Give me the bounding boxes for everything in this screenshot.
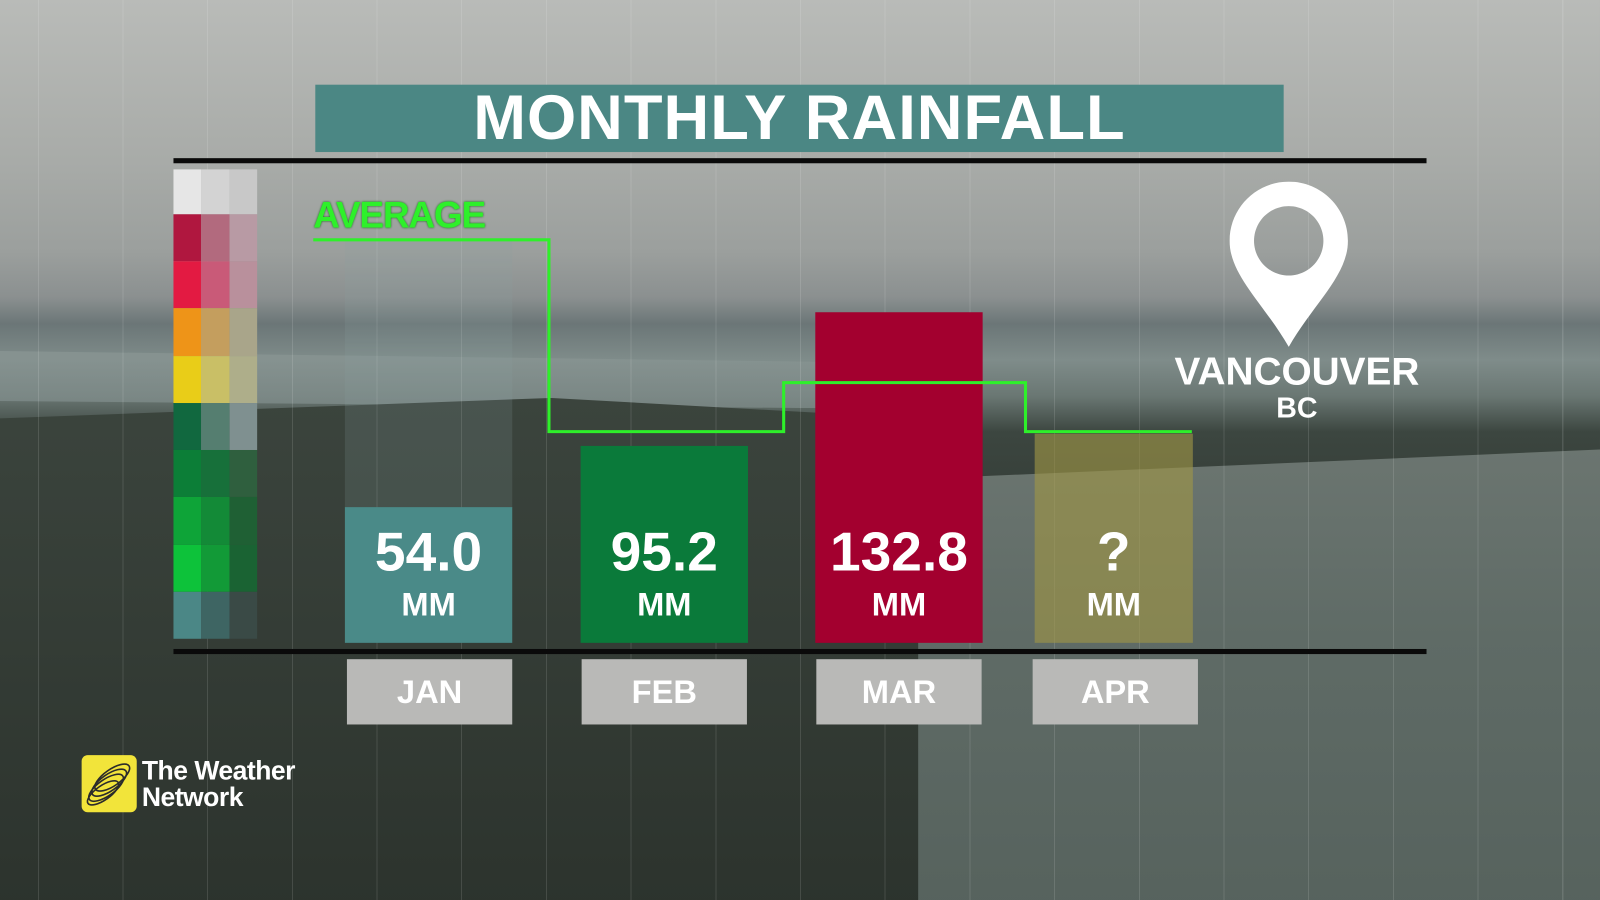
month-text: JAN [396, 672, 463, 710]
legend-swatch [229, 308, 258, 356]
legend-swatch [173, 402, 202, 451]
bar-mar: 132.8 MM [815, 312, 983, 643]
legend-swatch [229, 497, 258, 545]
legend-swatch [201, 169, 230, 215]
legend-swatch [173, 169, 202, 215]
legend-row [173, 261, 258, 309]
legend-swatch [173, 450, 202, 498]
month-label-feb: FEB [581, 659, 747, 725]
legend-row [173, 497, 258, 545]
title-banner: MONTHLY RAINFALL [315, 82, 1284, 154]
legend-swatch [201, 214, 230, 262]
chart-title: MONTHLY RAINFALL [473, 82, 1126, 154]
bar-value: 132.8 [830, 521, 968, 583]
legend-row [173, 308, 258, 356]
bar-value: 54.0 [374, 521, 483, 583]
bar-feb: 95.2 MM [580, 445, 748, 643]
legend-swatch [173, 497, 202, 545]
legend-row [173, 450, 258, 498]
average-label: AVERAGE [313, 193, 486, 236]
bar-unit: MM [637, 585, 692, 623]
bar-jan: 54.0 MM [344, 507, 513, 643]
month-text: FEB [631, 672, 697, 710]
legend-swatch [229, 544, 258, 592]
legend-row [173, 544, 258, 592]
legend-row [173, 355, 258, 403]
legend-swatch [229, 450, 258, 498]
legend-swatch [201, 308, 230, 356]
legend-swatch [229, 261, 258, 309]
jan-average-ghost-bar [344, 240, 513, 509]
legend-row [173, 169, 258, 215]
bar-unit: MM [401, 585, 456, 623]
legend-swatch [173, 544, 202, 592]
weather-network-logo-icon [81, 755, 137, 813]
baseline-rule [173, 648, 1427, 655]
province-name: BC [1276, 391, 1318, 424]
bar-value: 95.2 [610, 521, 718, 583]
legend-swatch [229, 169, 258, 215]
bar-value: ? [1096, 521, 1131, 583]
brand-logo: The Weather Network [81, 755, 296, 813]
bar-unit: MM [1086, 585, 1141, 623]
month-label-apr: APR [1032, 659, 1198, 725]
legend-swatch [173, 308, 202, 356]
city-name: VANCOUVER [1174, 351, 1420, 394]
legend-swatch [173, 591, 202, 639]
brand-line-2: Network [141, 781, 244, 813]
month-label-jan: JAN [346, 659, 513, 725]
legend-swatch [201, 591, 230, 639]
brand-line-1: The Weather [141, 755, 296, 786]
month-text: MAR [861, 672, 937, 710]
brand-name: The Weather Network [141, 755, 296, 813]
legend-swatch [229, 402, 258, 451]
legend-swatch [201, 402, 230, 451]
legend-row [173, 214, 258, 262]
legend-swatch [201, 544, 230, 592]
legend-row [173, 591, 258, 639]
legend-row [173, 402, 258, 451]
color-scale-legend [173, 169, 258, 639]
bar-unit: MM [871, 585, 927, 623]
legend-swatch [201, 497, 230, 545]
legend-swatch [201, 450, 230, 498]
bar-apr: ? MM [1034, 433, 1193, 643]
legend-swatch [201, 261, 230, 309]
top-rule [173, 158, 1427, 164]
legend-swatch [173, 214, 202, 262]
map-pin-icon [1229, 181, 1348, 347]
month-label-mar: MAR [816, 659, 982, 725]
legend-swatch [229, 355, 258, 403]
legend-swatch [201, 355, 230, 403]
legend-swatch [229, 214, 258, 262]
location-label: VANCOUVER BC [1163, 353, 1430, 422]
month-text: APR [1080, 672, 1150, 710]
legend-swatch [173, 261, 202, 309]
legend-swatch [229, 591, 258, 639]
legend-swatch [173, 355, 202, 403]
